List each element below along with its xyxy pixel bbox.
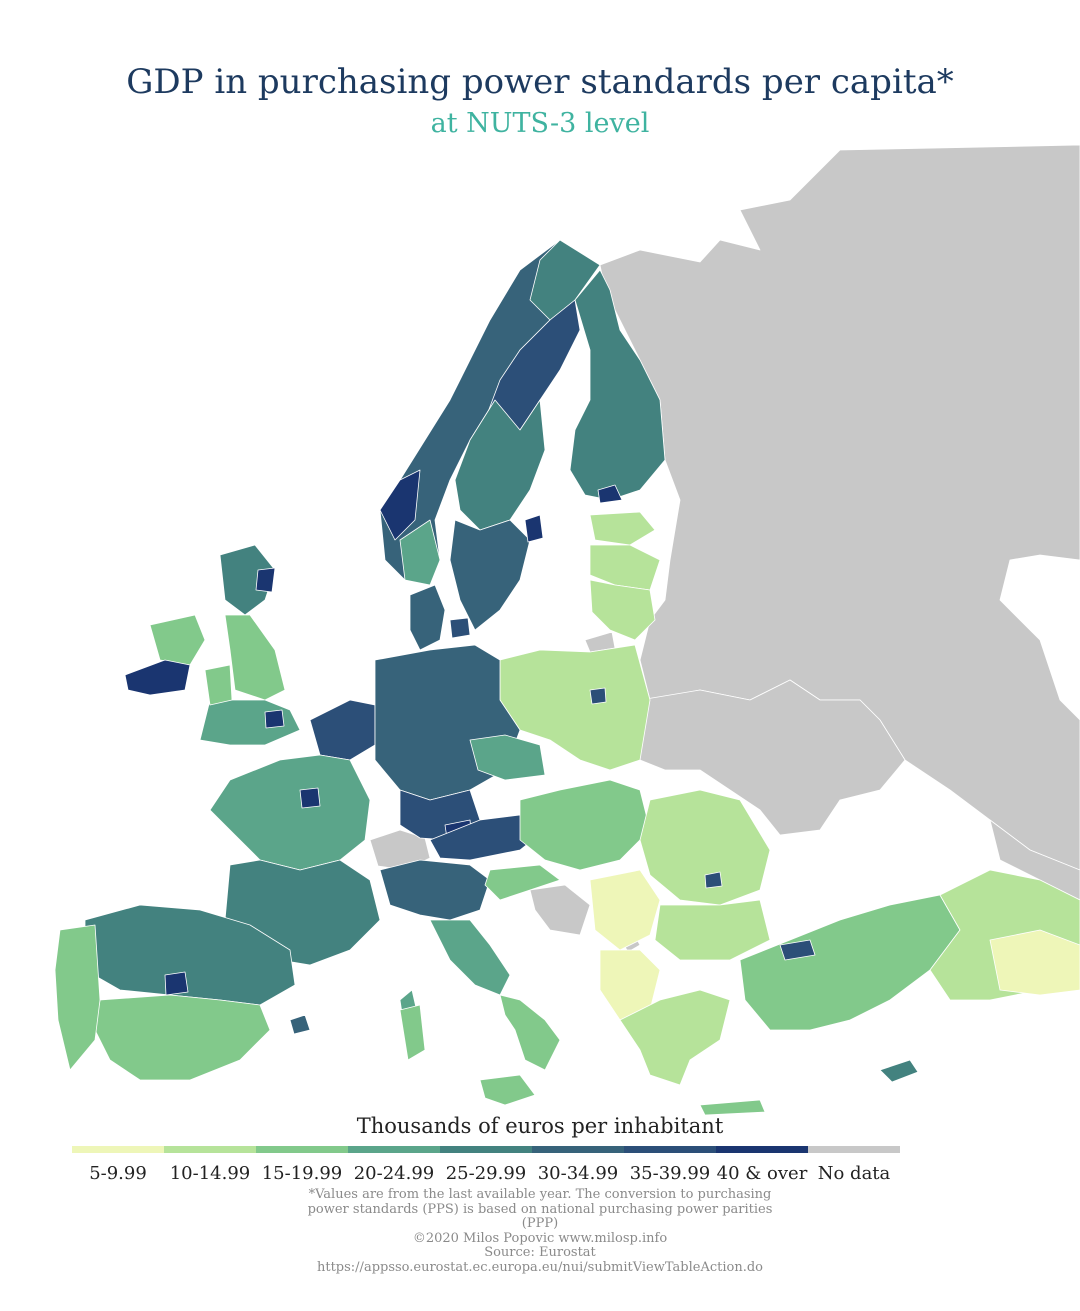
- footnote: *Values are from the last available year…: [290, 1187, 790, 1275]
- legend-label: 35-39.99: [629, 1163, 711, 1184]
- region-wales: [204, 664, 233, 706]
- legend-swatch: [808, 1146, 900, 1153]
- legend-label: 40 & over: [716, 1163, 808, 1184]
- region-england-north: [224, 614, 286, 701]
- region-stockholm: [524, 514, 544, 543]
- legend-item: 20-24.99: [348, 1146, 440, 1184]
- region-serbia: [589, 869, 661, 951]
- region-sweden-mid: [454, 399, 546, 531]
- region-scotland: [219, 544, 276, 616]
- region-helsinki: [597, 484, 623, 504]
- map-title: GDP in purchasing power standards per ca…: [126, 62, 954, 102]
- legend-item: 10-14.99: [164, 1146, 256, 1184]
- legend-swatch: [532, 1146, 624, 1153]
- region-ireland-south: [124, 659, 191, 696]
- region-spain-north: [84, 904, 296, 1006]
- legend-swatch: [164, 1146, 256, 1153]
- region-warsaw: [589, 687, 607, 705]
- region-norway-oil: [379, 469, 421, 541]
- legend-label: 10-14.99: [169, 1163, 251, 1184]
- region-romania: [639, 789, 771, 906]
- region-ireland-north: [149, 614, 206, 666]
- region-switzerland-nodata: [369, 829, 431, 871]
- legend-label: 5-9.99: [89, 1163, 147, 1184]
- legend-swatch: [72, 1146, 164, 1153]
- legend-swatch: [348, 1146, 440, 1153]
- legend-swatch: [624, 1146, 716, 1153]
- region-turkey-far-east: [989, 929, 1080, 996]
- legend-label: 30-34.99: [537, 1163, 619, 1184]
- region-greece: [619, 989, 731, 1086]
- legend-item: 5-9.99: [72, 1146, 164, 1184]
- region-finland: [569, 269, 666, 501]
- legend-item: 15-19.99: [256, 1146, 348, 1184]
- region-london: [264, 709, 285, 729]
- region-croatia-slovenia: [484, 864, 561, 901]
- legend-title: Thousands of euros per inhabitant: [356, 1114, 724, 1138]
- europe-choropleth-map: [54, 144, 1080, 1116]
- region-paris: [299, 787, 321, 809]
- region-norway-south: [399, 519, 441, 586]
- region-bucharest: [704, 871, 723, 889]
- region-portugal: [54, 924, 101, 1071]
- region-slovakia-hungary: [519, 779, 651, 871]
- legend-item: 25-29.99: [440, 1146, 532, 1184]
- legend-item: 40 & over: [716, 1146, 808, 1184]
- region-balearics: [289, 1014, 311, 1035]
- footnote-credit: ©2020 Milos Popovic www.milosp.info: [412, 1230, 668, 1246]
- map-subtitle: at NUTS-3 level: [430, 108, 650, 139]
- region-ukraine-nodata: [639, 679, 906, 836]
- region-bosnia-nodata: [529, 884, 591, 936]
- region-spain-south: [94, 994, 271, 1081]
- footnote-source: Source: Eurostat: [484, 1245, 596, 1260]
- legend-label: No data: [817, 1163, 891, 1184]
- legend-label: 15-19.99: [261, 1163, 343, 1184]
- region-istanbul: [779, 939, 816, 961]
- legend-item: 35-39.99: [624, 1146, 716, 1184]
- region-madrid: [164, 971, 189, 996]
- region-england-south: [199, 699, 301, 746]
- region-aberdeen: [255, 567, 276, 593]
- legend-swatch: [440, 1146, 532, 1153]
- region-denmark: [409, 584, 446, 651]
- legend-label: 25-29.99: [445, 1163, 527, 1184]
- region-france-north: [209, 754, 371, 871]
- region-black-sea-coast: [989, 819, 1080, 901]
- region-italy-central: [429, 919, 511, 996]
- region-benelux: [309, 699, 376, 761]
- footnote-note: *Values are from the last available year…: [307, 1187, 773, 1231]
- region-sicily: [479, 1074, 536, 1106]
- region-estonia: [589, 511, 656, 546]
- region-sweden-south: [449, 519, 531, 631]
- region-turkey-west: [739, 894, 961, 1031]
- region-lithuania: [589, 579, 656, 641]
- legend-item: 30-34.99: [532, 1146, 624, 1184]
- region-italy-north: [379, 859, 491, 921]
- region-sardinia: [399, 1004, 426, 1061]
- region-crete: [699, 1099, 766, 1116]
- region-italy-south: [499, 994, 561, 1071]
- legend-swatch: [256, 1146, 348, 1153]
- legend: 5-9.99 10-14.99 15-19.99 20-24.99 25-29.…: [72, 1146, 900, 1196]
- region-copenhagen: [449, 617, 471, 639]
- legend-label: 20-24.99: [353, 1163, 435, 1184]
- region-czechia: [469, 734, 546, 781]
- region-russia-north: [599, 144, 1080, 871]
- legend-item: No data: [808, 1146, 900, 1184]
- region-bulgaria: [654, 899, 771, 961]
- footnote-url: https://appsso.eurostat.ec.europa.eu/nui…: [316, 1259, 763, 1275]
- legend-swatch: [716, 1146, 808, 1153]
- region-cyprus: [879, 1059, 919, 1083]
